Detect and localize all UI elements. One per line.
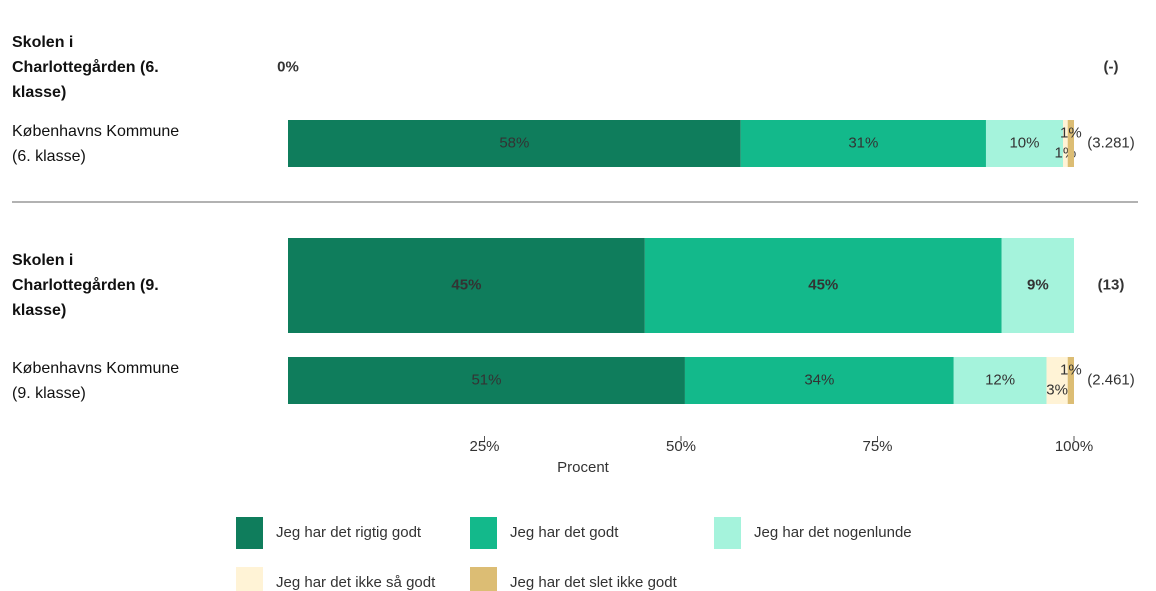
legend-label: Jeg har det nogenlunde — [754, 524, 912, 541]
bar-segment — [740, 120, 986, 167]
value-label: 58% — [499, 134, 529, 151]
bar-segment — [1046, 357, 1068, 404]
legend-label: Jeg har det ikke så godt — [276, 574, 436, 591]
category-label: Københavns Kommune (9. klasse) — [12, 359, 180, 402]
bar-segment — [684, 357, 954, 404]
bar-segment — [1067, 120, 1074, 167]
value-label: 31% — [848, 134, 878, 151]
value-label: 10% — [1009, 134, 1039, 151]
category-label: Københavns Kommune (6. klasse) — [12, 122, 180, 165]
legend-label: Jeg har det slet ikke godt — [510, 574, 678, 591]
n-label: (3.281) — [1087, 134, 1135, 151]
value-label: 12% — [985, 371, 1015, 388]
value-label: 0% — [277, 58, 299, 75]
legend-label: Jeg har det rigtig godt — [276, 524, 422, 541]
legend-swatch — [470, 567, 497, 591]
bar-segment — [1001, 238, 1074, 333]
x-tick-label: 75% — [862, 438, 892, 455]
value-label: 9% — [1027, 276, 1049, 293]
x-tick-label: 25% — [469, 438, 499, 455]
x-axis-label: Procent — [557, 459, 610, 476]
x-tick-label: 50% — [666, 438, 696, 455]
value-label: 51% — [471, 371, 501, 388]
bar-segment — [953, 357, 1047, 404]
bar-segment — [288, 238, 645, 333]
value-label: 1% — [1060, 124, 1082, 141]
bar-segment — [1067, 357, 1074, 404]
bar-segment — [985, 120, 1063, 167]
value-label: 45% — [451, 276, 481, 293]
n-label: (2.461) — [1087, 371, 1135, 388]
legend-swatch — [236, 567, 263, 591]
value-label: 45% — [808, 276, 838, 293]
value-label: 3% — [1046, 381, 1068, 398]
bar-segment — [288, 120, 741, 167]
category-label: Skolen i Charlottegården (6. klasse) — [12, 34, 159, 101]
legend-label: Jeg har det godt — [510, 524, 619, 541]
legend-swatch — [236, 517, 263, 549]
legend-swatch — [714, 517, 741, 549]
n-label: (-) — [1104, 58, 1119, 75]
bar-segment — [288, 357, 685, 404]
value-label: 34% — [804, 371, 834, 388]
bar-segment — [1062, 120, 1068, 167]
legend-swatch — [470, 517, 497, 549]
bar-segment — [644, 238, 1002, 333]
n-label: (13) — [1098, 276, 1125, 293]
category-label: Skolen i Charlottegården (9. klasse) — [12, 252, 159, 319]
x-tick-label: 100% — [1055, 438, 1093, 455]
value-label: 1% — [1060, 361, 1082, 378]
